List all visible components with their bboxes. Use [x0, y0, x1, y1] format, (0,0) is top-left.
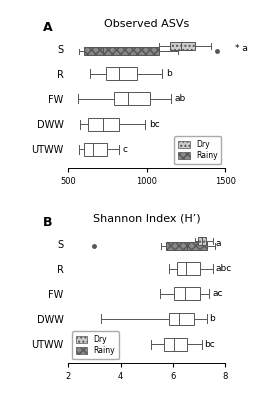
Text: a: a: [216, 239, 221, 248]
Bar: [84, 143, 107, 156]
Title: Shannon Index (H’): Shannon Index (H’): [93, 214, 201, 224]
Bar: [164, 338, 187, 350]
Text: b: b: [166, 69, 172, 78]
Bar: [177, 262, 200, 275]
Bar: [114, 92, 150, 105]
Bar: [166, 242, 207, 250]
Bar: [198, 237, 205, 245]
Text: abc: abc: [216, 264, 232, 273]
Text: ab: ab: [175, 94, 186, 104]
Bar: [88, 118, 118, 130]
Text: * a: * a: [234, 44, 247, 53]
Legend: Dry, Rainy: Dry, Rainy: [72, 331, 119, 359]
Bar: [174, 287, 200, 300]
Text: ac: ac: [212, 289, 222, 298]
Legend: Dry, Rainy: Dry, Rainy: [175, 136, 221, 164]
Bar: [106, 67, 137, 80]
Text: A: A: [43, 22, 53, 34]
Bar: [170, 42, 195, 50]
Text: B: B: [43, 216, 53, 229]
Text: c: c: [122, 145, 127, 154]
Text: b: b: [209, 314, 215, 324]
Title: Observed ASVs: Observed ASVs: [104, 19, 189, 29]
Text: bc: bc: [149, 120, 160, 128]
Bar: [169, 312, 194, 326]
Bar: [84, 47, 159, 56]
Text: bc: bc: [204, 340, 215, 349]
